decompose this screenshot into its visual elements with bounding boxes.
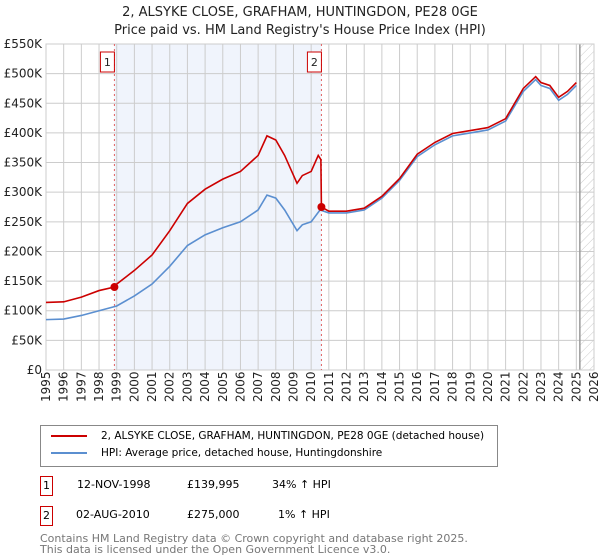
x-tick-label: 1999: [110, 371, 124, 402]
x-tick-label: 2020: [481, 371, 495, 402]
y-tick-label: £300K: [4, 185, 44, 199]
x-tick-label: 2026: [587, 371, 600, 402]
x-tick-label: 2009: [286, 371, 300, 402]
x-tick-label: 2011: [322, 371, 336, 402]
x-tick-label: 2022: [516, 371, 530, 402]
price-chart: £0 £50K £100K £150K £200K £250K £300K £350K £400…: [4, 37, 600, 402]
transaction-hpi: 1% ↑ HPI: [278, 508, 330, 521]
x-tick-label: 2019: [463, 371, 477, 402]
transaction-date: 12-NOV-1998: [77, 478, 151, 491]
hatched-future-region: [579, 44, 594, 370]
transaction-date: 02-AUG-2010: [76, 508, 150, 521]
footer-licence: This data is licensed under the Open Gov…: [40, 543, 391, 556]
x-tick-label: 1996: [57, 371, 71, 402]
chart-subtitle: Price paid vs. HM Land Registry's House …: [114, 23, 486, 38]
x-tick-label: 2006: [233, 371, 247, 402]
footer-copyright: Contains HM Land Registry data © Crown c…: [40, 532, 468, 545]
x-tick-label: 2024: [552, 371, 566, 402]
x-tick-label: 1995: [39, 371, 53, 402]
x-tick-label: 2016: [410, 371, 424, 402]
x-tick-label: 2008: [269, 371, 283, 402]
x-tick-label: 2013: [357, 371, 371, 402]
legend: 2, ALSYKE CLOSE, GRAFHAM, HUNTINGDON, PE…: [40, 425, 498, 467]
x-tick-label: 2025: [569, 371, 583, 402]
x-tick-label: 2017: [428, 371, 442, 402]
x-tick-label: 2015: [393, 371, 407, 402]
property-series-line: [45, 75, 577, 304]
shaded-ownership-region: [114, 44, 322, 370]
legend-hpi-label: HPI: Average price, detached house, Hunt…: [101, 447, 383, 459]
x-tick-label: 2018: [446, 371, 460, 402]
y-tick-label: £200K: [4, 244, 44, 258]
transaction-hpi: 34% ↑ HPI: [272, 478, 331, 491]
x-tick-label: 2005: [216, 371, 230, 402]
y-tick-label: £0: [27, 363, 42, 377]
y-tick-label: £350K: [4, 156, 44, 170]
x-tick-label: 2002: [163, 371, 177, 402]
y-tick-label: £250K: [4, 215, 44, 229]
sale-badge: [306, 51, 322, 73]
transaction-badge: 1: [40, 476, 53, 496]
transaction-row: 2 02-AUG-2010 £275,000 1% ↑ HPI: [40, 506, 400, 526]
transaction-badge: 2: [40, 506, 53, 526]
transaction-price: £275,000: [187, 508, 240, 521]
hpi-series-line: [45, 78, 577, 321]
x-tick-label: 2007: [251, 371, 265, 402]
sale-badge-label: 1: [104, 56, 111, 69]
y-tick-label: £50K: [11, 333, 43, 347]
chart-title: 2, ALSYKE CLOSE, GRAFHAM, HUNTINGDON, PE…: [122, 5, 478, 20]
x-tick-label: 2003: [180, 371, 194, 402]
y-tick-label: £150K: [4, 274, 44, 288]
sale-badge: [99, 51, 115, 73]
y-tick-label: £450K: [4, 96, 44, 110]
x-tick-label: 2004: [198, 371, 212, 402]
plot-frame: [45, 43, 595, 371]
y-tick-label: £500K: [4, 67, 44, 81]
y-tick-label: £550K: [4, 37, 44, 51]
x-tick-label: 2021: [499, 371, 513, 402]
y-tick-label: £100K: [4, 304, 44, 318]
x-tick-label: 2012: [340, 371, 354, 402]
x-tick-label: 2014: [375, 371, 389, 402]
legend-property-label: 2, ALSYKE CLOSE, GRAFHAM, HUNTINGDON, PE…: [101, 430, 485, 442]
x-tick-label: 2010: [304, 371, 318, 402]
sale-badge-label: 2: [311, 56, 318, 69]
sale-point: [317, 203, 326, 211]
legend-blue-line: [51, 452, 87, 454]
sale-point: [110, 283, 119, 292]
legend-red-line: [51, 435, 87, 437]
y-tick-label: £400K: [4, 126, 44, 140]
x-tick-label: 1998: [92, 371, 106, 402]
x-tick-label: 2000: [127, 371, 141, 402]
x-tick-label: 2001: [145, 371, 159, 402]
transaction-price: £139,995: [187, 478, 240, 491]
x-tick-label: 1997: [74, 371, 88, 402]
x-tick-label: 2023: [534, 371, 548, 402]
transaction-row: 1 12-NOV-1998 £139,995 34% ↑ HPI: [40, 476, 400, 496]
